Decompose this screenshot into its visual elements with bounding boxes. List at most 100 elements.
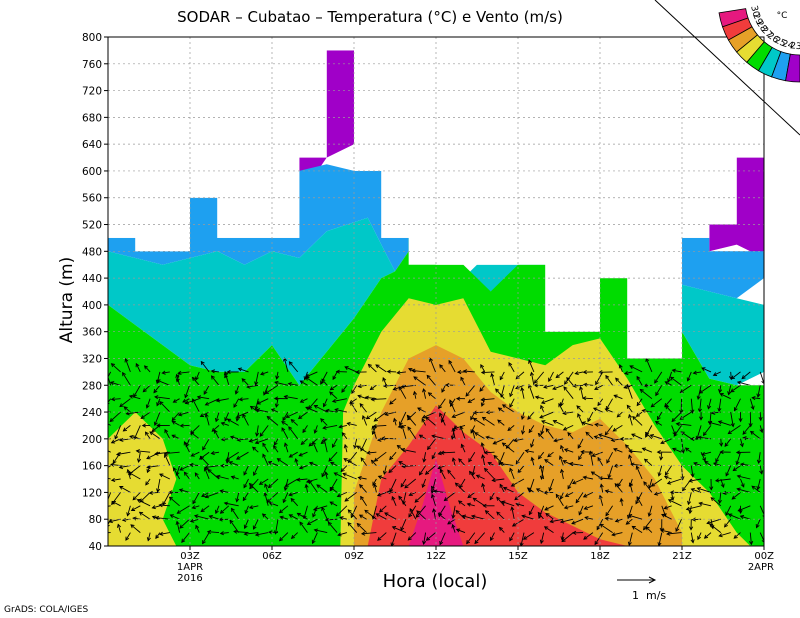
wind-arrow bbox=[353, 438, 358, 450]
wind-arrow bbox=[451, 523, 456, 533]
wind-arrow bbox=[153, 411, 161, 426]
wind-arrow bbox=[198, 451, 210, 460]
wind-arrow bbox=[189, 462, 200, 468]
wind-arrow bbox=[262, 453, 269, 466]
wind-arrow bbox=[172, 398, 180, 403]
wind-arrow bbox=[320, 418, 328, 426]
wind-arrow bbox=[195, 524, 200, 533]
wind-arrow bbox=[598, 476, 613, 481]
wind-arrow bbox=[127, 465, 141, 476]
wind-arrow bbox=[457, 500, 466, 507]
wind-arrow bbox=[497, 419, 505, 426]
wind-arrow bbox=[360, 495, 367, 507]
wind-arrow bbox=[254, 371, 259, 386]
wind-arrow bbox=[283, 442, 289, 453]
wind-arrow bbox=[421, 478, 427, 489]
wind-arrow bbox=[391, 495, 397, 506]
wind-arrow bbox=[704, 460, 712, 466]
y-tick-label: 600 bbox=[82, 166, 102, 178]
wind-arrow bbox=[604, 489, 613, 494]
wind-arrow bbox=[400, 447, 416, 453]
wind-arrow bbox=[377, 475, 387, 480]
wind-arrow bbox=[703, 532, 712, 539]
wind-arrow bbox=[169, 514, 180, 520]
wind-arrow bbox=[377, 532, 387, 541]
wind-arrow bbox=[183, 471, 190, 480]
wind-arrow bbox=[724, 518, 732, 528]
wind-arrow bbox=[130, 524, 141, 533]
wind-arrow bbox=[142, 384, 151, 393]
wind-arrow bbox=[664, 465, 672, 476]
wind-arrow bbox=[628, 449, 643, 454]
wind-arrow bbox=[520, 425, 526, 435]
wind-arrow bbox=[213, 429, 220, 440]
wind-arrow bbox=[467, 398, 476, 403]
wind-arrow bbox=[333, 472, 348, 480]
wind-arrow bbox=[748, 412, 753, 428]
wind-arrow bbox=[285, 411, 298, 419]
wind-arrow bbox=[375, 513, 387, 520]
wind-arrow bbox=[246, 384, 259, 389]
wind-arrow bbox=[605, 505, 613, 517]
wind-arrow bbox=[369, 384, 377, 391]
wind-arrow bbox=[591, 451, 603, 458]
wind-arrow bbox=[588, 450, 594, 466]
wind-arrow bbox=[243, 465, 249, 476]
y-tick-label: 160 bbox=[82, 461, 102, 473]
wind-arrow bbox=[571, 518, 584, 525]
wind-arrow bbox=[153, 385, 161, 394]
wind-arrow bbox=[559, 518, 574, 524]
wind-arrow bbox=[159, 401, 171, 413]
wind-arrow bbox=[415, 505, 426, 518]
wind-arrow bbox=[561, 532, 574, 543]
wind-arrow bbox=[409, 507, 417, 520]
y-tick-label: 800 bbox=[82, 32, 102, 44]
wind-arrow bbox=[466, 532, 476, 545]
wind-arrow bbox=[448, 359, 456, 373]
wind-arrow bbox=[712, 371, 721, 376]
wind-arrow bbox=[598, 370, 613, 375]
wind-arrow bbox=[334, 407, 348, 413]
wind-arrow bbox=[407, 426, 417, 440]
wind-arrow bbox=[728, 513, 741, 520]
wind-arrow bbox=[459, 478, 466, 489]
wind-arrow bbox=[109, 411, 121, 423]
wind-arrow bbox=[730, 412, 735, 428]
wind-arrow bbox=[559, 398, 564, 407]
wind-arrow bbox=[751, 395, 761, 401]
wind-arrow bbox=[581, 396, 593, 401]
wind-arrow bbox=[670, 492, 675, 501]
wind-arrow bbox=[226, 418, 239, 426]
wind-arrow bbox=[492, 438, 505, 445]
y-tick-label: 80 bbox=[89, 514, 102, 526]
y-tick-label: 200 bbox=[82, 434, 102, 446]
wind-arrow bbox=[447, 518, 456, 525]
y-tick-label: 480 bbox=[82, 246, 102, 258]
wind-arrow bbox=[698, 501, 712, 507]
wind-arrow bbox=[451, 411, 466, 418]
wind-arrow bbox=[418, 434, 426, 440]
wind-arrow bbox=[278, 532, 289, 542]
wind-arrow bbox=[432, 508, 437, 520]
wind-arrow bbox=[530, 456, 535, 466]
wind-arrow bbox=[725, 465, 732, 477]
y-tick-label: 760 bbox=[82, 59, 102, 71]
wind-arrow bbox=[140, 411, 151, 419]
wind-arrow bbox=[164, 428, 171, 440]
wind-arrow bbox=[125, 532, 131, 541]
wind-arrow bbox=[214, 411, 220, 423]
wind-arrow bbox=[282, 492, 289, 504]
wind-arrow bbox=[639, 388, 653, 400]
y-tick-label: 560 bbox=[82, 193, 102, 205]
wind-arrow bbox=[451, 457, 456, 466]
wind-arrow bbox=[346, 421, 357, 426]
wind-arrow bbox=[654, 371, 663, 384]
wind-arrow bbox=[266, 415, 279, 426]
wind-arrow bbox=[698, 384, 712, 394]
wind-arrow bbox=[544, 459, 554, 466]
wind-arrow bbox=[373, 411, 387, 422]
wind-arrow bbox=[207, 468, 220, 480]
wind-arrow bbox=[407, 411, 417, 421]
x-tick-label: 12Z bbox=[426, 551, 446, 562]
wind-arrow bbox=[684, 447, 692, 453]
